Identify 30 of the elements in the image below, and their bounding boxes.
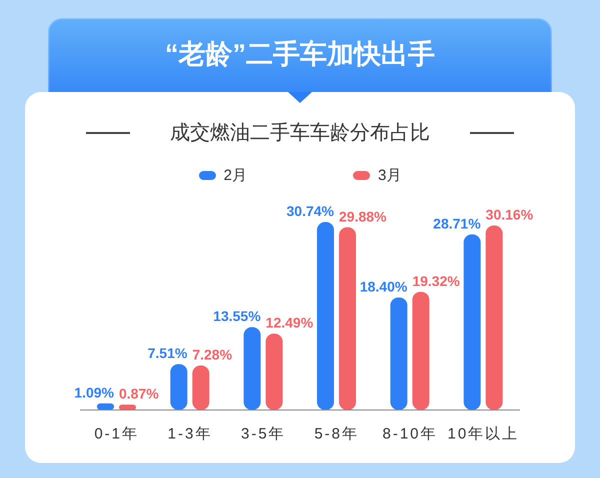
bar [412, 292, 430, 410]
x-tick-label: 5-8年 [314, 426, 360, 443]
x-tick-label: 1-3年 [168, 426, 212, 443]
bar [244, 327, 261, 410]
data-label: 12.49% [266, 314, 314, 331]
data-label: 13.55% [213, 308, 262, 324]
data-label: 19.32% [412, 272, 460, 289]
bar [486, 226, 503, 410]
chart-title: “老龄”二手车加快出手 [164, 38, 436, 71]
legend-label: 2月 [224, 166, 247, 184]
bar [339, 227, 356, 410]
x-tick-label: 3-5年 [240, 426, 286, 443]
data-label: 1.09% [74, 384, 115, 400]
data-label: 28.71% [433, 215, 482, 232]
data-label: 0.87% [119, 386, 160, 402]
bar [464, 234, 481, 410]
x-tick-label: 10年以上 [447, 426, 520, 443]
data-label: 18.40% [360, 278, 408, 294]
bar [317, 222, 334, 410]
x-tick-label: 8-10年 [382, 426, 438, 443]
data-label: 7.51% [148, 345, 188, 362]
bar [390, 297, 408, 410]
data-label: 7.28% [192, 346, 233, 362]
legend-label: 3月 [378, 166, 402, 184]
data-label: 30.74% [286, 203, 335, 219]
x-tick-label: 0-1年 [94, 426, 140, 443]
data-label: 30.16% [486, 206, 534, 223]
chart-subtitle: 成交燃油二手车车龄分布占比 [169, 121, 431, 146]
data-label: 29.88% [339, 208, 388, 224]
bar [266, 334, 283, 410]
